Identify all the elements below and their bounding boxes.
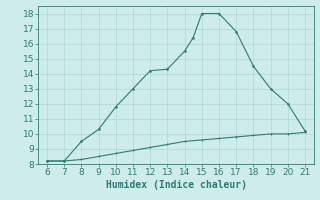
X-axis label: Humidex (Indice chaleur): Humidex (Indice chaleur) <box>106 180 246 190</box>
